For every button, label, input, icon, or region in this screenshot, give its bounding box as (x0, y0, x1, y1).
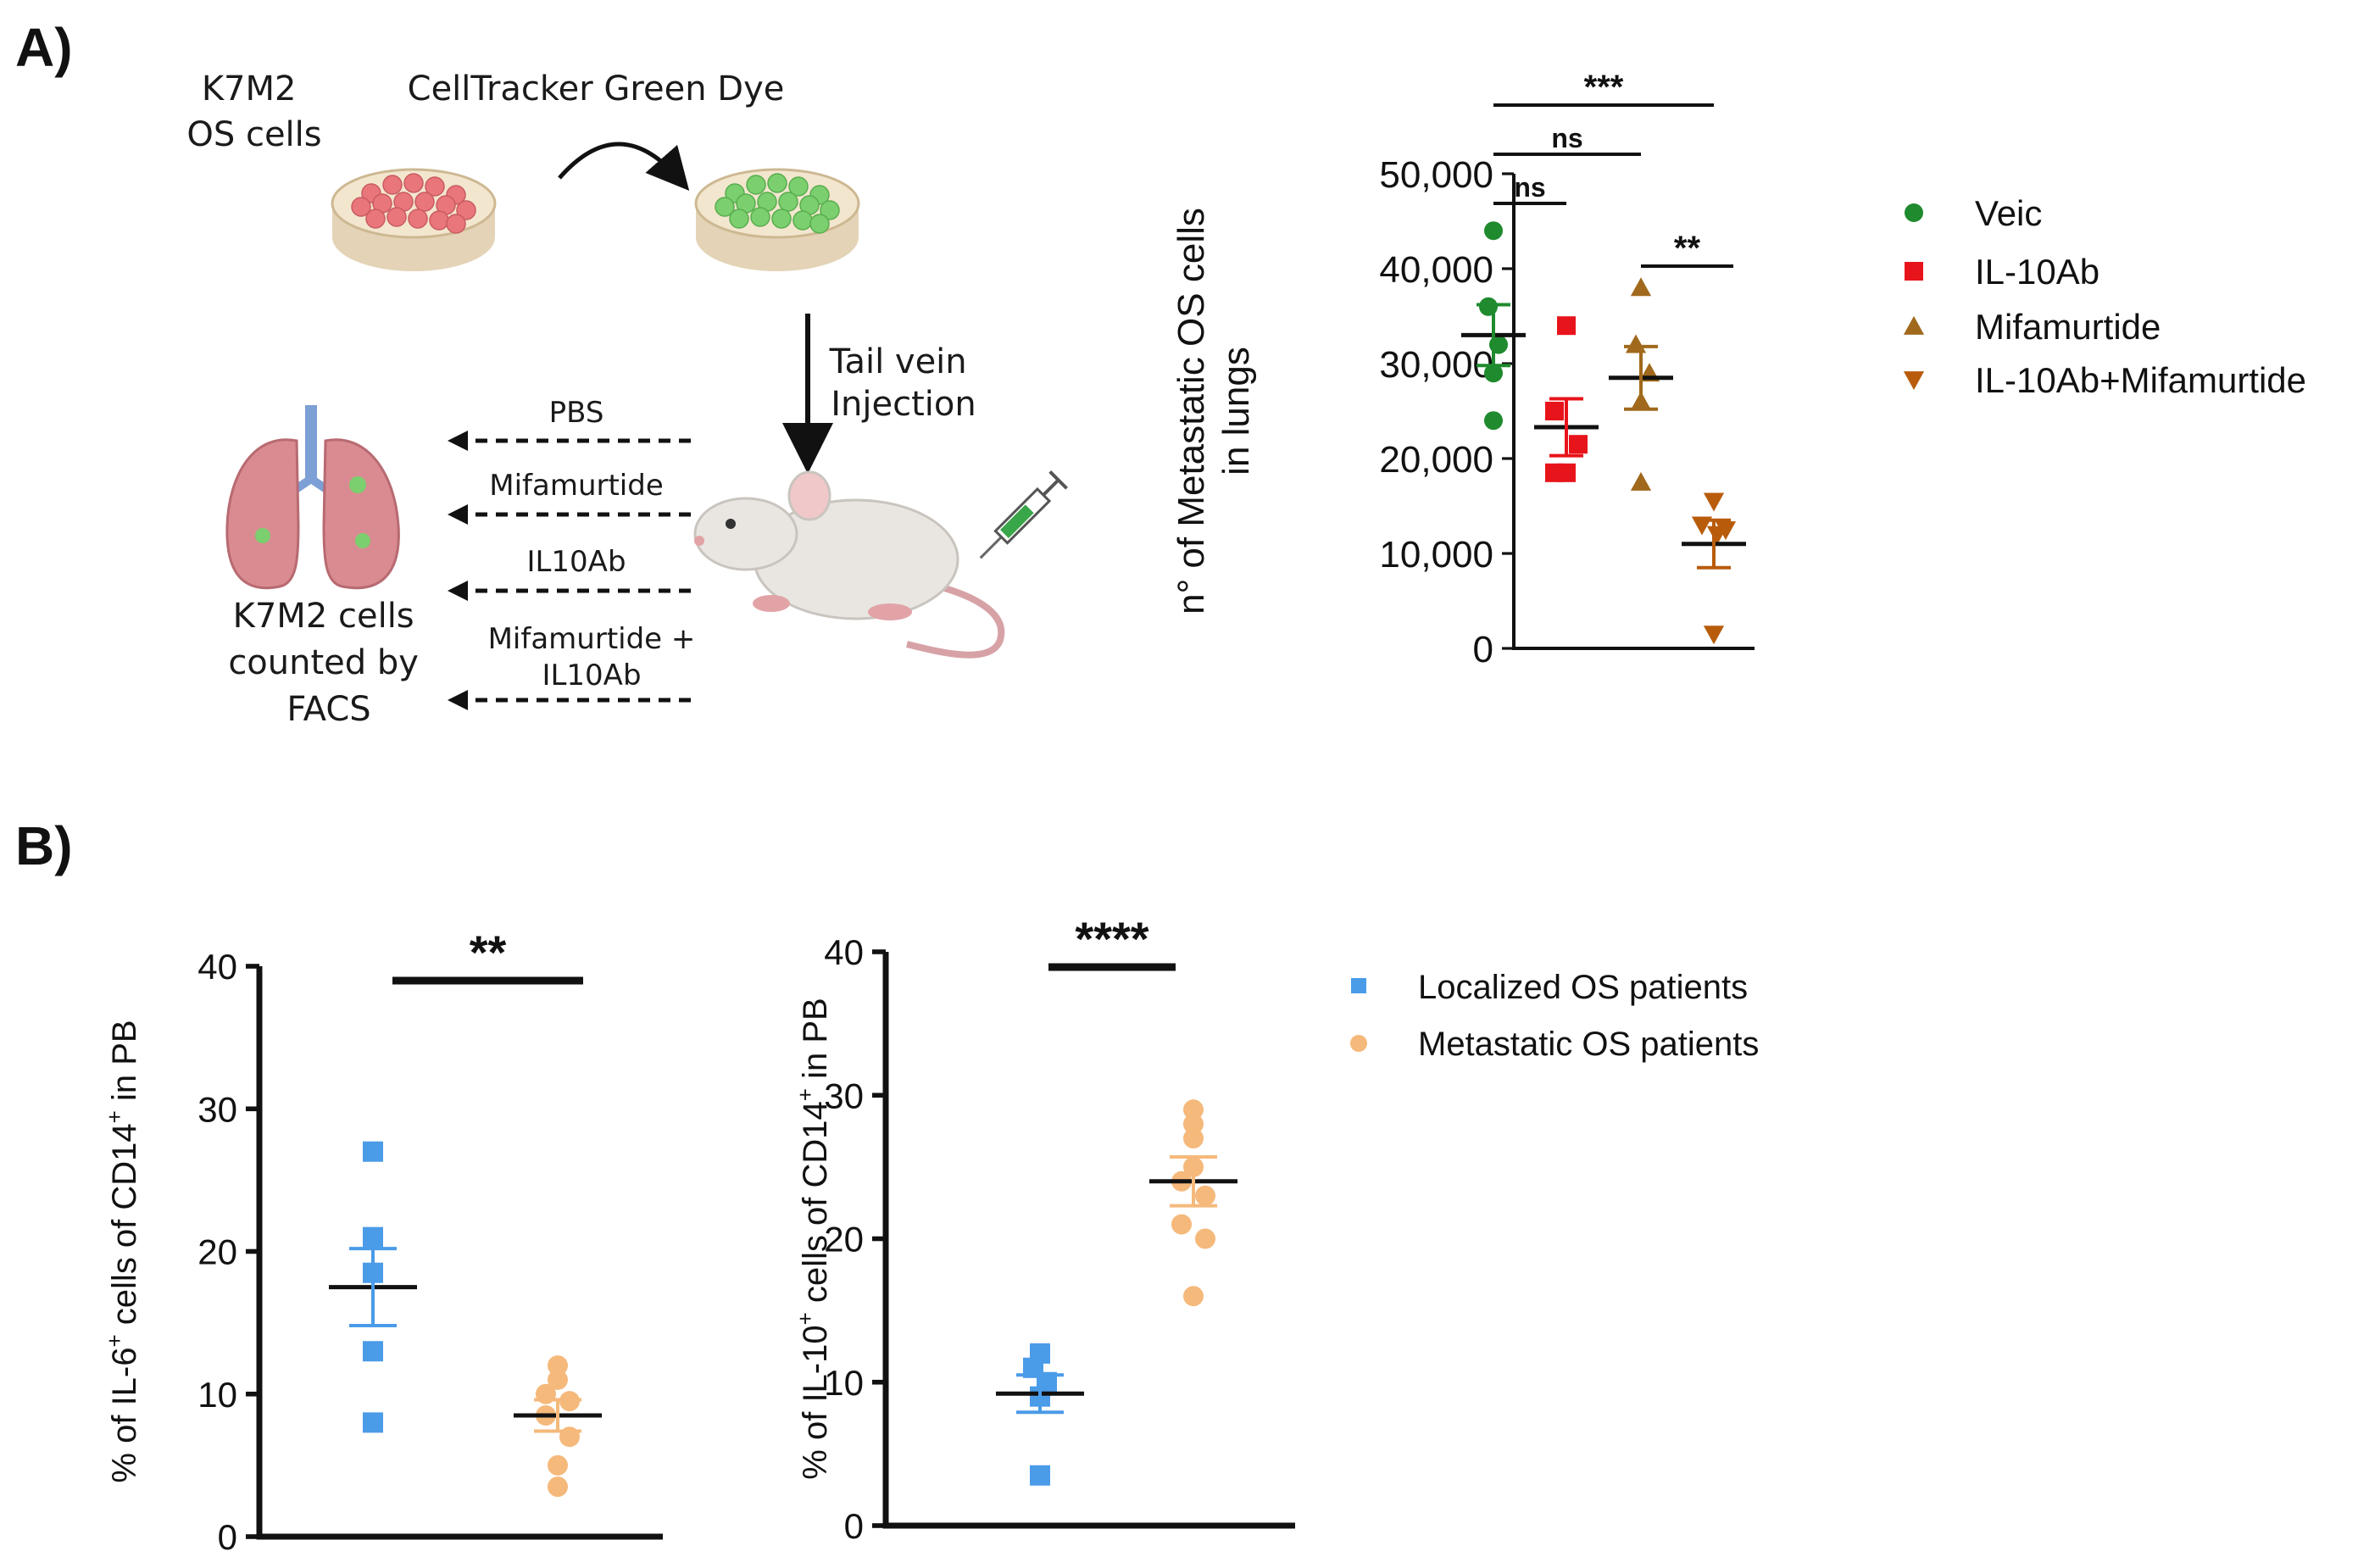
legend-b-metastatic-label: Metastatic OS patients (1418, 1026, 1759, 1063)
data-point (548, 1355, 568, 1376)
treatment-combo-label-1: Mifamurtide + (488, 622, 696, 656)
y-tick-label: 30 (824, 1076, 864, 1115)
data-point (1183, 1286, 1204, 1307)
data-point (1706, 525, 1728, 545)
y-tick-label: 10,000 (1379, 534, 1493, 575)
count-label: K7M2 cells counted by FACS (228, 597, 429, 729)
y-tick-label: 10 (197, 1375, 237, 1415)
data-point (1630, 471, 1652, 491)
legend-a-marker (1905, 262, 1923, 281)
data-point (363, 1412, 383, 1433)
y-tick-label: 40 (197, 947, 237, 987)
legend-a-marker (1903, 371, 1925, 391)
y-tick-label: 40 (824, 932, 864, 972)
data-point (1715, 521, 1737, 541)
data-point (1195, 1228, 1215, 1249)
cell-line-label: K7M2 OS cells (186, 70, 321, 154)
data-point (1630, 277, 1652, 297)
chart-b-il6: 0 10 20 30 40 % of IL-6+ cells of CD14+ in PB… (102, 926, 663, 1557)
schematic: K7M2 OS cells CellTracker Green Dye Tail… (186, 70, 1068, 729)
data-point (1703, 492, 1725, 512)
panel-a-label: A) (15, 17, 73, 78)
y-axis-title: n° of Metastatic OS cellsin lungs (1171, 208, 1257, 614)
legend-b-localized-label: Localized OS patients (1418, 969, 1748, 1006)
data-point (1545, 463, 1564, 482)
legend-b-metastatic-marker (1350, 1035, 1367, 1052)
treatment-combo-label-2: IL10Ab (542, 659, 641, 692)
data-point (1183, 1099, 1204, 1120)
data-point (363, 1341, 383, 1362)
legend-a-label: IL-10Ab+Mifamurtide (1975, 360, 2306, 400)
data-point (548, 1454, 568, 1476)
y-tick-label: 30 (197, 1089, 237, 1129)
treatment-arrows (462, 438, 691, 703)
dye-label: CellTracker Green Dye (408, 70, 785, 108)
legend-a-marker (1903, 315, 1925, 335)
y-tick-label: 20 (197, 1232, 237, 1272)
syringe-icon (979, 470, 1068, 559)
data-point (1484, 411, 1503, 431)
lungs-icon (225, 405, 400, 590)
legend-a-label: IL-10Ab (1975, 252, 2099, 292)
data-point (1183, 1128, 1204, 1149)
y-axis-title: % of IL-6+ cells of CD14+ in PB (102, 1020, 143, 1482)
chart-b-il10: 0 10 20 30 40 % of IL-10+ cells of CD14+ in P… (792, 912, 1295, 1546)
transfer-arrow-icon (558, 142, 690, 192)
y-tick-label: 20,000 (1379, 439, 1493, 481)
data-point (363, 1141, 383, 1162)
data-point (1703, 626, 1725, 645)
panel-b-label: B) (15, 815, 73, 876)
data-point (548, 1476, 568, 1498)
significance-label: *** (1584, 69, 1624, 106)
data-point (1171, 1214, 1192, 1235)
legend-b: Localized OS patients Metastatic OS pati… (1350, 969, 1759, 1063)
injection-label: Tail vein Injection (829, 342, 978, 424)
y-axis-title: % of IL-10+ cells of CD14+ in PB (792, 998, 834, 1479)
green-cells-dish-icon (694, 168, 860, 271)
significance-label: ** (1674, 230, 1701, 267)
data-point (1557, 316, 1576, 336)
data-point (363, 1226, 383, 1248)
treatment-arrowheads (448, 431, 468, 710)
data-point (1484, 364, 1503, 383)
y-tick-label: 50,000 (1379, 154, 1493, 196)
significance-label: ns (1551, 123, 1582, 153)
y-tick-label: 30,000 (1379, 344, 1493, 386)
y-tick-label: 0 (844, 1506, 864, 1546)
y-tick-label: 0 (1473, 629, 1493, 670)
data-point (1625, 334, 1647, 353)
y-tick-label: 20 (824, 1220, 864, 1259)
treatment-mifamurtide-label: Mifamurtide (489, 469, 664, 503)
red-cells-dish-icon (331, 168, 497, 271)
y-tick-label: 10 (824, 1363, 864, 1403)
data-point (1183, 1114, 1204, 1135)
data-point (548, 1369, 568, 1390)
treatment-pbs-label: PBS (549, 396, 604, 430)
significance-label: **** (1075, 912, 1148, 965)
data-point (1484, 221, 1503, 241)
data-point (1030, 1465, 1050, 1486)
mouse-icon (693, 470, 1005, 659)
legend-b-localized-marker (1351, 978, 1366, 993)
y-tick-label: 40,000 (1379, 249, 1493, 291)
data-point (1569, 435, 1588, 454)
significance-label: ns (1514, 172, 1545, 203)
treatment-il10ab-label: IL10Ab (526, 545, 626, 579)
data-point (1545, 402, 1564, 420)
y-tick-label: 0 (218, 1517, 237, 1557)
legend-a-marker (1905, 203, 1923, 222)
legend-a-label: Mifamurtide (1975, 307, 2161, 347)
significance-label: ** (470, 926, 507, 979)
legend-a-label: Veic (1975, 193, 2042, 233)
data-point (1195, 1185, 1215, 1206)
chart-a-metastatic-cells: 0 10,000 20,000 30,000 40,000 50,000 n° of Met… (1171, 69, 2306, 670)
